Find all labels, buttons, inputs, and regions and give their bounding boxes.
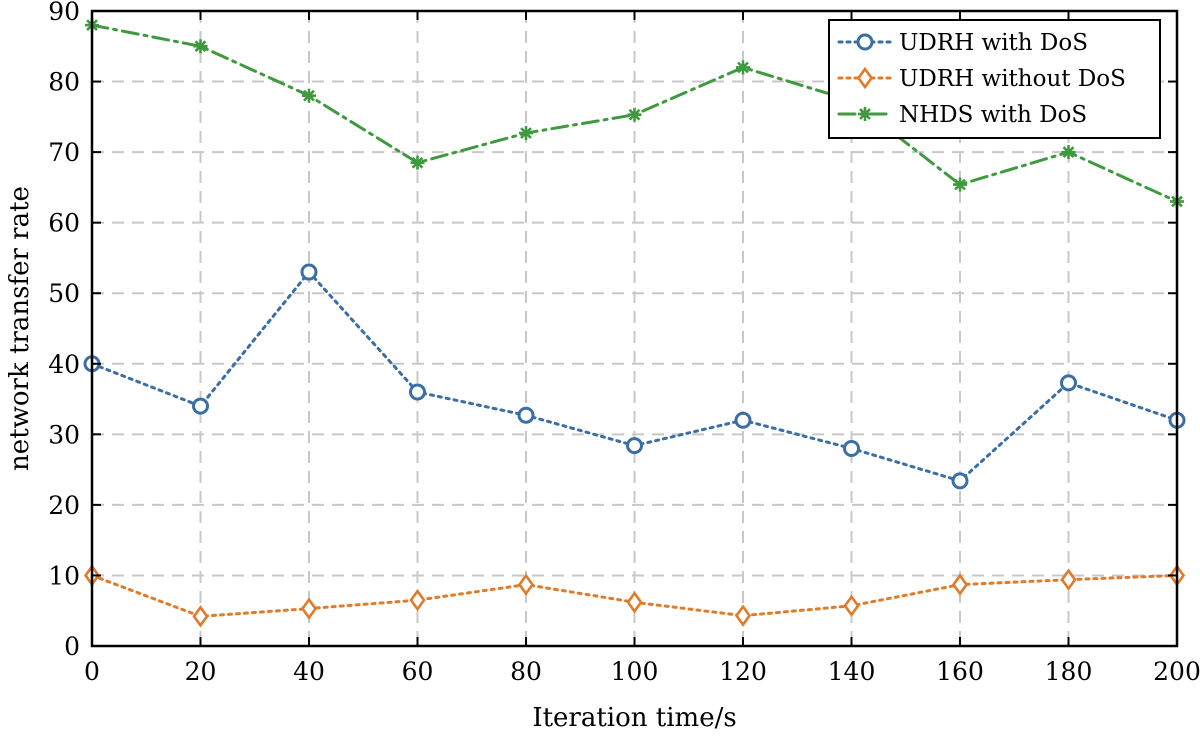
data-point — [843, 594, 860, 618]
y-tick-label: 80 — [48, 68, 80, 97]
data-point — [300, 263, 318, 281]
y-tick-label: 30 — [48, 420, 80, 449]
x-tick-label: 160 — [936, 657, 984, 686]
y-tick-label: 90 — [48, 0, 80, 26]
x-tick-label: 20 — [185, 657, 217, 686]
x-tick-label: 120 — [719, 657, 767, 686]
legend-item: UDRH without DoS — [837, 66, 1126, 92]
data-point — [858, 107, 872, 121]
data-point — [517, 406, 535, 424]
x-tick-label: 60 — [402, 657, 434, 686]
y-tick-label: 20 — [48, 491, 80, 520]
y-tick-label: 40 — [48, 350, 80, 379]
x-tick-label: 80 — [510, 657, 542, 686]
data-point — [626, 437, 643, 455]
y-axis-title: network transfer rate — [5, 186, 35, 471]
x-tick-label: 40 — [293, 657, 325, 686]
grid — [92, 11, 1177, 646]
data-point — [519, 126, 533, 141]
data-point — [856, 33, 874, 51]
data-point — [517, 573, 535, 596]
y-tick-label: 0 — [64, 632, 80, 661]
data-point — [410, 155, 425, 170]
data-point — [302, 88, 316, 103]
legend-box — [828, 19, 1161, 139]
series-layer — [83, 18, 1186, 628]
y-tick-label: 50 — [48, 279, 80, 308]
y-tick-label: 70 — [48, 138, 80, 167]
axis-ticks: 0 20 40 60 80 100 120 140 160 180 200 0 10 20 30 40 50 60… — [48, 0, 1200, 686]
data-point — [736, 60, 750, 75]
x-tick-label: 140 — [828, 657, 876, 686]
x-tick-label: 100 — [611, 657, 659, 686]
x-tick-label: 0 — [84, 657, 100, 686]
data-point — [951, 472, 969, 490]
series-udrh-without-dos — [83, 564, 1186, 628]
y-tick-label: 10 — [48, 561, 80, 590]
legend-label: NHDS with DoS — [899, 102, 1087, 128]
y-tick-label: 60 — [48, 209, 80, 238]
data-point — [734, 604, 752, 627]
data-point — [951, 573, 969, 596]
legend-item: NHDS with DoS — [837, 102, 1087, 128]
data-point — [1061, 145, 1076, 160]
legend-label: UDRH with DoS — [899, 30, 1088, 56]
x-axis-title: Iteration time/s — [532, 703, 736, 733]
data-point — [734, 411, 752, 429]
legend-label: UDRH without DoS — [899, 66, 1126, 92]
data-point — [409, 588, 426, 612]
legend: UDRH with DoS UDRH without DoS NHDS with D… — [828, 19, 1161, 139]
data-point — [856, 66, 874, 90]
data-point — [843, 439, 860, 457]
x-tick-label: 200 — [1153, 657, 1200, 686]
data-point — [409, 383, 426, 401]
legend-item: UDRH with DoS — [837, 30, 1088, 56]
data-point — [193, 39, 208, 54]
data-point — [1060, 374, 1077, 392]
data-point — [192, 397, 209, 415]
data-point — [627, 107, 642, 122]
x-tick-label: 180 — [1045, 657, 1093, 686]
data-point — [1060, 568, 1077, 591]
data-point — [192, 605, 209, 628]
data-point — [626, 591, 643, 614]
data-point — [300, 597, 318, 620]
data-point — [953, 177, 967, 192]
